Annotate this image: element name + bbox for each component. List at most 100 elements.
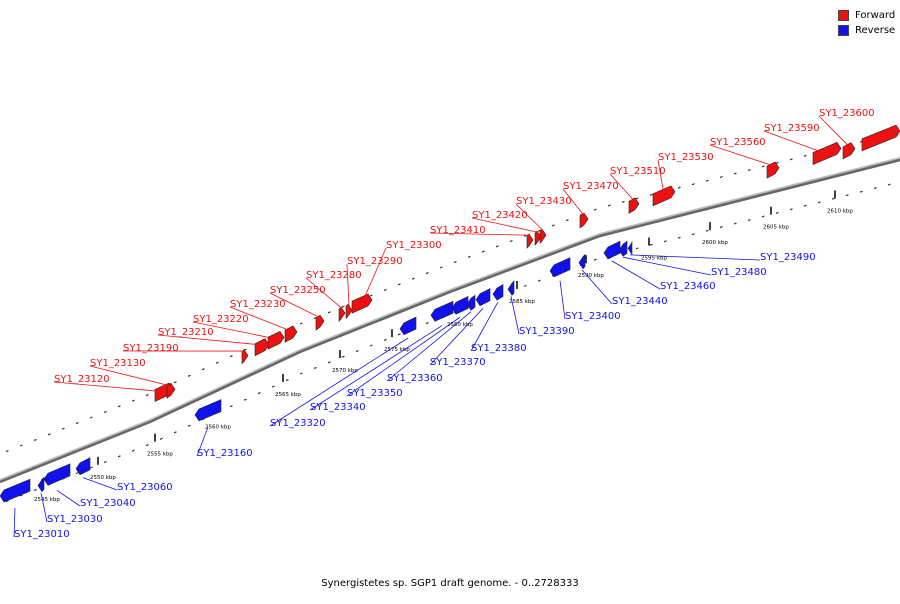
- gene-SY1_23220-label: SY1_23220: [193, 314, 249, 325]
- track-dot: [34, 489, 37, 490]
- gene-SY1_23040-leader: [57, 490, 80, 506]
- track-dot: [706, 180, 709, 181]
- axis-shadow: [0, 158, 900, 480]
- gene-SY1_23490-label: SY1_23490: [760, 252, 816, 263]
- track-dot: [62, 428, 65, 429]
- legend-label-reverse: Reverse: [855, 25, 895, 36]
- gene-SY1_23410: [527, 234, 533, 248]
- track-dot: [538, 280, 541, 281]
- gene-SY1_23590-leader: [764, 131, 827, 154]
- scale-tick-label: 2610 kbp: [827, 208, 853, 214]
- track-dot: [608, 205, 611, 206]
- gene-SY1_23440: [579, 255, 585, 269]
- gene-SY1_23060: [76, 458, 90, 475]
- track-dot: [398, 334, 401, 335]
- gene-SY1_23130-label: SY1_23130: [90, 358, 146, 369]
- gene-SY1_23530-label: SY1_23530: [658, 152, 714, 163]
- track-dot: [552, 225, 555, 226]
- track-dot: [342, 306, 345, 307]
- track-dot: [762, 166, 765, 167]
- track-dot: [370, 295, 373, 296]
- gene-SY1_23400-label: SY1_23400: [565, 311, 621, 322]
- gene-SY1_23510-label: SY1_23510: [610, 166, 666, 177]
- gene-SY1_23530: [653, 186, 675, 206]
- track-dot: [762, 216, 765, 217]
- legend-item-forward: Forward: [838, 8, 895, 23]
- track-dot: [790, 159, 793, 160]
- track-dot: [20, 445, 23, 446]
- track-dot: [216, 362, 219, 363]
- track-dot: [90, 467, 93, 468]
- track-dot: [468, 256, 471, 257]
- track-dot: [356, 351, 359, 352]
- gene-SY1_23440-label: SY1_23440: [612, 296, 668, 307]
- gene-SY1_23300-label: SY1_23300: [386, 240, 442, 251]
- gene-SY1_23280: [339, 307, 345, 321]
- track-dot: [678, 187, 681, 188]
- track-dot: [664, 241, 667, 242]
- track-dot: [398, 284, 401, 285]
- gene-SY1_23030: [38, 477, 44, 491]
- gene-SY1_23210: [255, 339, 269, 356]
- track-dot: [188, 375, 191, 376]
- track-dot: [720, 177, 723, 178]
- track-dot: [678, 237, 681, 238]
- track-dot: [384, 339, 387, 340]
- track-dot: [230, 406, 233, 407]
- track-dot: [412, 278, 415, 279]
- track-dot: [342, 356, 345, 357]
- legend-swatch-forward: [838, 10, 849, 21]
- track-dot: [692, 184, 695, 185]
- track-dot: [888, 184, 891, 185]
- gene-SY1_23590: [813, 142, 841, 164]
- gene-SY1_23120-label: SY1_23120: [54, 374, 110, 385]
- gene-SY1_23490: [628, 241, 632, 254]
- track-dot: [496, 246, 499, 247]
- gene-SY1_23560-leader: [710, 145, 773, 166]
- gene-SY1_23380-label: SY1_23380: [471, 343, 527, 354]
- scale-tick-label: 2555 kbp: [147, 452, 173, 458]
- gene-SY1_23600-leader: [819, 116, 849, 146]
- track-dot: [832, 198, 835, 199]
- gene-SY1_23290-label: SY1_23290: [347, 256, 403, 267]
- track-dot: [314, 367, 317, 368]
- track-dot: [804, 155, 807, 156]
- gene-SY1_23010-label: SY1_23010: [14, 529, 70, 540]
- scale-tick-label: 2590 kbp: [578, 273, 604, 279]
- scale-tick-label: 2545 kbp: [34, 497, 60, 503]
- track-dot: [650, 244, 653, 245]
- track-dot: [650, 194, 653, 195]
- track-dot: [860, 191, 863, 192]
- track-dot: [482, 251, 485, 252]
- gene-SY1_23230: [285, 326, 297, 342]
- track-dot: [440, 267, 443, 268]
- gene-SY1_23350-label: SY1_23350: [347, 388, 403, 399]
- track-dot: [776, 162, 779, 163]
- gene-SY1_23300: [352, 294, 372, 313]
- gene-SY1_23230-label: SY1_23230: [230, 299, 286, 310]
- track-dot: [118, 456, 121, 457]
- track-dot: [790, 209, 793, 210]
- track-dot: [706, 230, 709, 231]
- scale-tick-label: 2560 kbp: [205, 425, 231, 431]
- gene-SY1_23460-leader: [612, 261, 660, 289]
- track-dot: [720, 227, 723, 228]
- track-dot: [202, 369, 205, 370]
- track-dot: [776, 212, 779, 213]
- gene-SY1_23210-label: SY1_23210: [158, 327, 214, 338]
- gene-SY1_23390: [508, 281, 514, 295]
- gene-SY1_23350: [452, 297, 468, 315]
- gene-SY1_23470-label: SY1_23470: [563, 181, 619, 192]
- track-dot: [636, 248, 639, 249]
- gene-SY1_23590-label: SY1_23590: [764, 123, 820, 134]
- legend-item-reverse: Reverse: [838, 23, 895, 38]
- scale-tick-label: 2570 kbp: [332, 368, 358, 374]
- track-dot: [426, 323, 429, 324]
- track-dot: [622, 201, 625, 202]
- track-dot: [846, 195, 849, 196]
- gene-SY1_23290: [346, 304, 352, 318]
- gene-SY1_23410-label: SY1_23410: [430, 225, 486, 236]
- gene-SY1_23040: [44, 464, 70, 485]
- track-dot: [594, 259, 597, 260]
